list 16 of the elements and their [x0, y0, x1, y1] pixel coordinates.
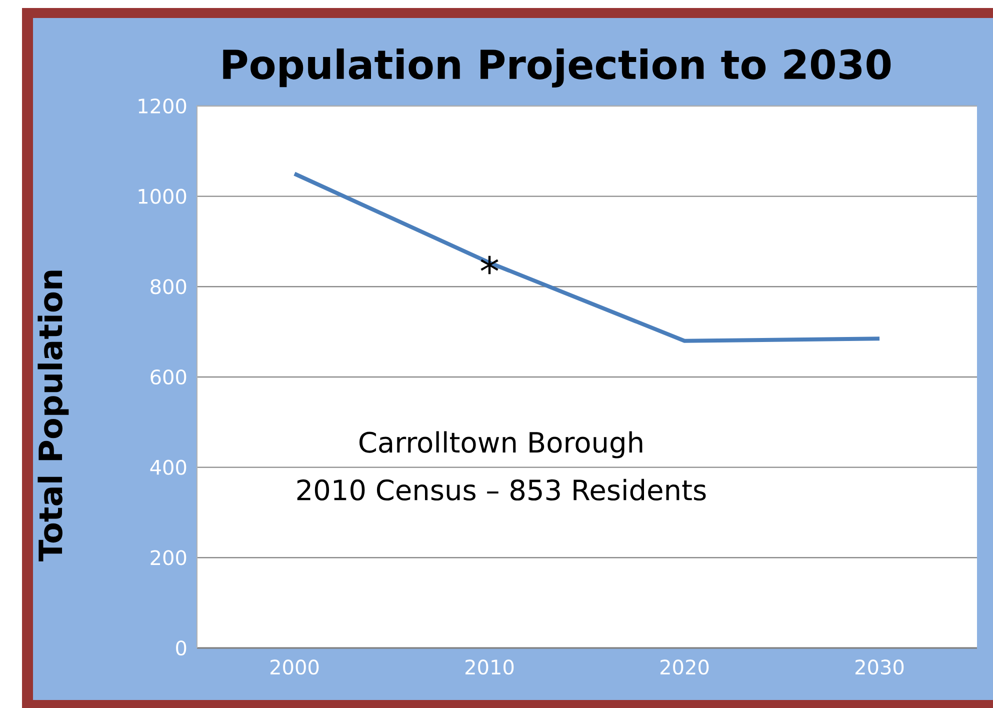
annotation: 2010 Census – 853 Residents — [297, 478, 706, 501]
y-axis-title: Total Population — [38, 270, 69, 562]
x-tick-label: 2030 — [856, 660, 904, 675]
y-tick-label: 1000 — [138, 188, 186, 204]
y-tick-label: 0 — [176, 640, 186, 656]
x-tick-label: 2000 — [270, 660, 319, 675]
line-series — [292, 172, 882, 343]
y-tick-label: 800 — [150, 279, 186, 294]
y-tick-label: 1200 — [138, 98, 186, 114]
y-tick-label: 400 — [150, 460, 186, 475]
chart-title: Population Projection to 2030 — [223, 48, 891, 88]
y-tick-label: 600 — [150, 369, 186, 385]
x-tick-label: 2020 — [660, 660, 709, 675]
annotation: Carrolltown Borough — [359, 431, 642, 458]
y-tick-label: 200 — [150, 550, 186, 566]
x-tick-label: 2010 — [466, 660, 514, 675]
